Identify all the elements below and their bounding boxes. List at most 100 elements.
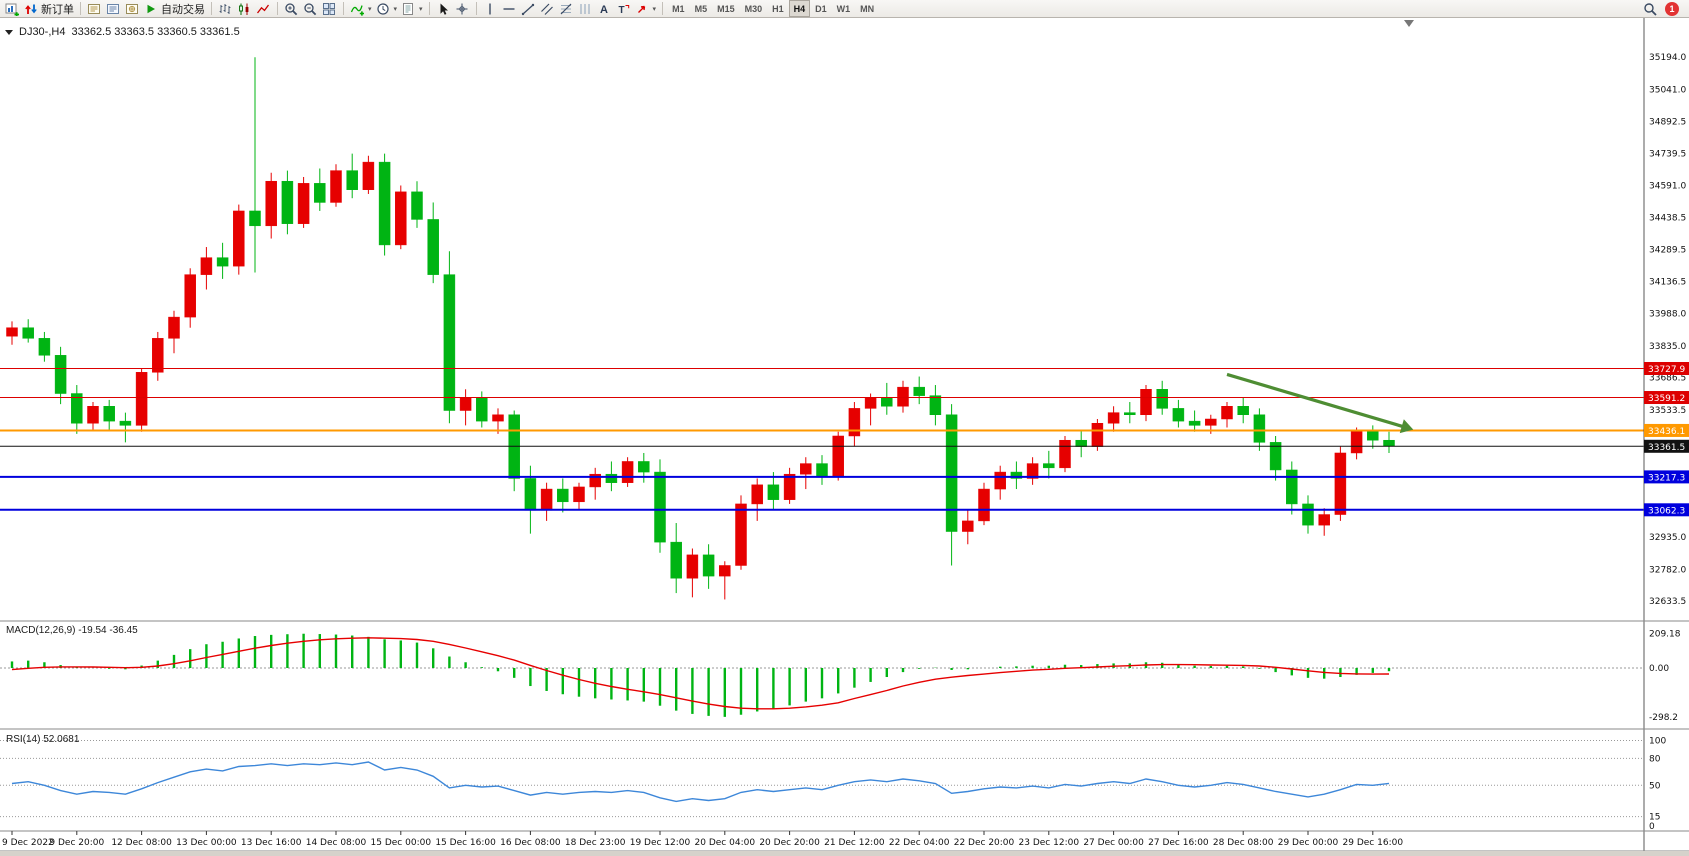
price-line-label[interactable]: 33062.3 [1644,503,1689,517]
data-window-button[interactable] [104,0,123,17]
zoom-in-button[interactable] [282,0,301,17]
macd-histogram [10,633,1391,717]
timeframe-h1-button[interactable]: H1 [767,0,789,17]
chart-window[interactable]: 35194.0 35041.0 34892.5 34739.5 34591.0 34438… [0,18,1689,856]
new-order-label: 新订单 [41,3,74,16]
templates-button[interactable] [399,0,425,17]
svg-text:32782.0: 32782.0 [1649,565,1686,575]
text-label-button[interactable]: T [614,0,633,17]
autotrade-play-icon [144,2,158,16]
svg-text:22 Dec 04:00: 22 Dec 04:00 [889,838,950,848]
candles [6,57,1395,600]
new-order-button[interactable]: 新订单 [22,0,76,17]
fibonacci-button[interactable] [557,0,576,17]
rsi-label: RSI(14) 52.0681 [6,734,80,745]
price-line-label[interactable]: 33727.9 [1644,361,1689,375]
macd-label: MACD(12,26,9) -19.54 -36.45 [6,625,138,636]
crosshair-button[interactable] [453,0,472,17]
svg-text:35194.0: 35194.0 [1649,53,1686,63]
svg-text:33361.5: 33361.5 [1648,443,1685,453]
vertical-line-button[interactable] [481,0,500,17]
svg-text:34438.5: 34438.5 [1649,214,1686,224]
svg-text:100: 100 [1649,737,1666,747]
svg-text:T: T [618,5,624,16]
svg-text:0.00: 0.00 [1649,664,1669,674]
zoom-out-button[interactable] [301,0,320,17]
line-chart-button[interactable] [254,0,273,17]
svg-text:33727.9: 33727.9 [1648,365,1685,375]
svg-text:33988.0: 33988.0 [1649,309,1686,319]
trend-arrow[interactable] [1226,372,1414,434]
svg-text:15: 15 [1649,813,1660,823]
toolbar-separator [662,2,664,15]
svg-text:34892.5: 34892.5 [1649,117,1686,127]
price-line-label[interactable]: 33591.2 [1644,391,1689,405]
timeframe-h4-button[interactable]: H4 [788,0,811,17]
price-lines [0,367,1644,511]
svg-text:29 Dec 00:00: 29 Dec 00:00 [1278,838,1339,848]
periods-button[interactable] [374,0,400,17]
timeframe-m30-button[interactable]: M30 [740,0,768,17]
toolbar-separator [475,2,477,15]
autotrade-button[interactable]: 自动交易 [142,0,207,17]
price-line-label[interactable]: 33436.1 [1644,423,1689,437]
svg-text:A: A [600,4,608,16]
price-line-label[interactable]: 33361.5 [1644,439,1689,453]
svg-text:32633.5: 32633.5 [1649,597,1686,607]
equidistant-channel-button[interactable] [538,0,557,17]
cursor-button[interactable] [434,0,453,17]
chart-symbol-period: DJ30-,H4 [19,26,66,38]
svg-text:20 Dec 20:00: 20 Dec 20:00 [759,838,820,848]
svg-text:0: 0 [1649,822,1655,832]
svg-text:12 Dec 08:00: 12 Dec 08:00 [111,838,172,848]
candlestick-chart-button[interactable] [235,0,254,17]
svg-text:34289.5: 34289.5 [1649,245,1686,255]
svg-text:33686.5: 33686.5 [1649,373,1686,383]
new-chart-button[interactable] [3,0,22,17]
notifications-badge[interactable]: 1 [1665,1,1679,16]
bar-chart-button[interactable] [216,0,235,17]
svg-text:27 Dec 16:00: 27 Dec 16:00 [1148,838,1209,848]
svg-text:-298.2: -298.2 [1649,713,1678,723]
chart-header: DJ30-,H4 33362.5 33363.5 33360.5 33361.5 [5,26,240,38]
trendline-button[interactable] [519,0,538,17]
svg-text:18 Dec 23:00: 18 Dec 23:00 [565,838,626,848]
chart-canvas[interactable]: 35194.0 35041.0 34892.5 34739.5 34591.0 34438… [0,18,1689,856]
svg-text:33062.3: 33062.3 [1648,506,1685,516]
svg-text:33591.2: 33591.2 [1648,394,1685,404]
svg-text:50: 50 [1649,781,1661,791]
market-watch-button[interactable] [85,0,104,17]
svg-text:9 Dec 2022: 9 Dec 2022 [2,838,54,848]
price-line-label[interactable]: 33217.3 [1644,470,1689,484]
search-button[interactable] [1641,0,1660,17]
timeframe-mn-button[interactable]: MN [855,0,879,17]
svg-text:33835.0: 33835.0 [1649,342,1686,352]
cycle-lines-button[interactable] [576,0,595,17]
svg-text:15 Dec 00:00: 15 Dec 00:00 [371,838,432,848]
text-tool-button[interactable]: A [595,0,614,17]
timeframe-m5-button[interactable]: M5 [690,0,713,17]
toolbar-separator [277,2,278,15]
timeframe-w1-button[interactable]: W1 [832,0,856,17]
timeframe-m15-button[interactable]: M15 [712,0,740,17]
indicators-button[interactable] [348,0,374,17]
toolbar-separator [80,2,81,15]
svg-text:34739.5: 34739.5 [1649,150,1686,160]
navigator-button[interactable] [123,0,142,17]
chart-ohlc-values: 33362.5 33363.5 33360.5 33361.5 [71,26,240,38]
timeframe-m1-button[interactable]: M1 [667,0,690,17]
timeframe-group: M1 M5 M15 M30 H1 H4 D1 W1 MN [667,0,879,17]
new-order-icon [24,2,38,16]
svg-text:21 Dec 12:00: 21 Dec 12:00 [824,838,885,848]
timeframe-d1-button[interactable]: D1 [810,0,832,17]
svg-text:33217.3: 33217.3 [1648,473,1685,483]
chart-shift-marker[interactable] [1404,20,1414,27]
svg-text:15 Dec 16:00: 15 Dec 16:00 [435,838,496,848]
arrows-tool-button[interactable] [633,0,659,17]
tile-windows-button[interactable] [320,0,339,17]
collapse-panel-icon[interactable] [5,29,13,35]
horizontal-line-button[interactable] [500,0,519,17]
svg-text:20 Dec 04:00: 20 Dec 04:00 [695,838,756,848]
